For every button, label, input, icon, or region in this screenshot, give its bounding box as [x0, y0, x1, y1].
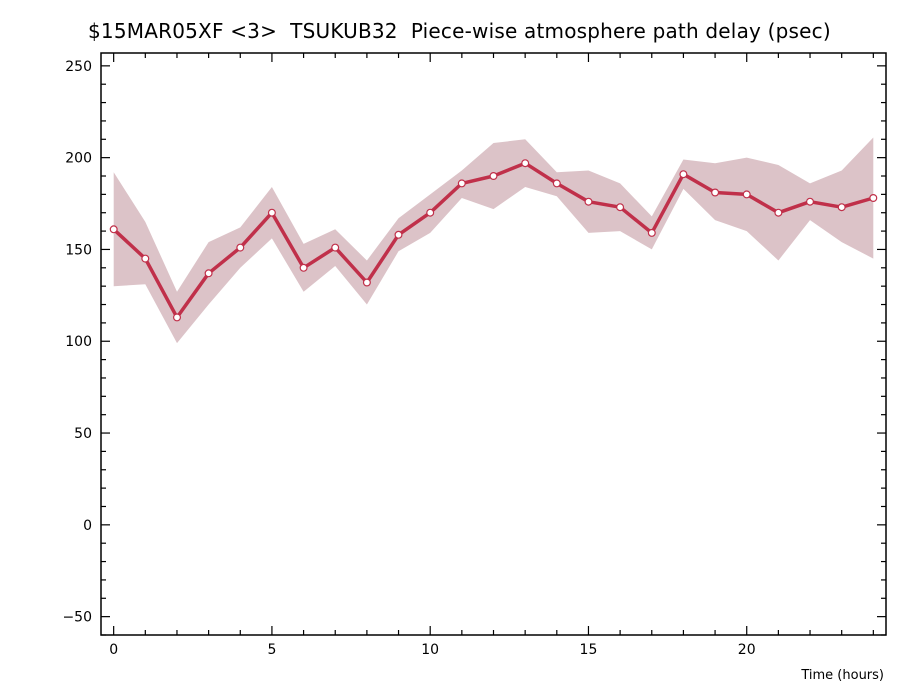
- data-point: [869, 194, 878, 203]
- x-axis-label: Time (hours): [800, 668, 884, 683]
- data-point: [267, 208, 276, 217]
- data-point: [236, 243, 245, 252]
- x-tick-label: 20: [738, 642, 756, 658]
- y-tick-label: 100: [65, 334, 92, 350]
- plot-frame: [100, 52, 887, 636]
- data-point: [109, 225, 118, 234]
- data-point: [489, 172, 498, 181]
- data-point: [426, 208, 435, 217]
- x-tick-label: 15: [580, 642, 598, 658]
- y-tick-label: 0: [83, 518, 92, 534]
- data-point: [805, 197, 814, 206]
- data-point: [711, 188, 720, 197]
- x-tick-label: 5: [267, 642, 276, 658]
- data-point: [616, 203, 625, 212]
- data-point: [584, 197, 593, 206]
- y-tick-label: 150: [65, 242, 92, 258]
- data-point: [457, 179, 466, 188]
- data-point: [141, 254, 150, 263]
- data-point: [299, 263, 308, 272]
- data-point: [173, 313, 182, 322]
- x-tick-label: 0: [109, 642, 118, 658]
- data-point: [331, 243, 340, 252]
- data-point: [394, 230, 403, 239]
- data-point: [521, 159, 530, 168]
- x-tick-label: 10: [421, 642, 439, 658]
- data-point: [679, 170, 688, 179]
- y-tick-label: 50: [74, 426, 92, 442]
- data-point: [552, 179, 561, 188]
- y-tick-label: 250: [65, 59, 92, 75]
- chart-title: $15MAR05XF <3> TSUKUB32 Piece-wise atmos…: [88, 19, 831, 43]
- uncertainty-band-layer: [113, 137, 874, 344]
- uncertainty-band: [113, 137, 874, 344]
- data-point-layer: [109, 159, 878, 322]
- data-point: [362, 278, 371, 287]
- data-point: [204, 269, 213, 278]
- y-tick-label: −50: [62, 610, 92, 626]
- axes-layer: −50 0 50 100 150 200 250 0 5 10 15 20: [62, 52, 887, 658]
- data-point: [837, 203, 846, 212]
- data-point: [647, 228, 656, 237]
- data-point: [774, 208, 783, 217]
- data-point: [742, 190, 751, 199]
- y-tick-label: 200: [65, 151, 92, 167]
